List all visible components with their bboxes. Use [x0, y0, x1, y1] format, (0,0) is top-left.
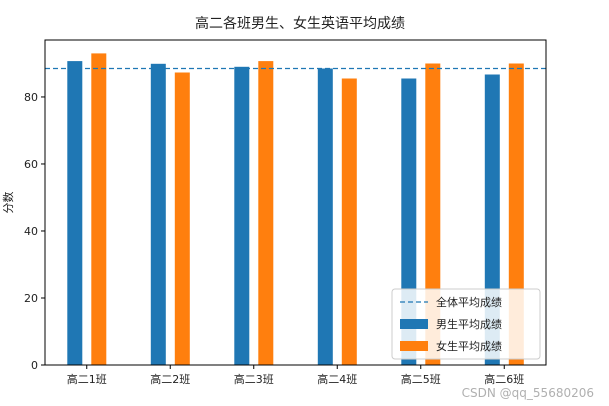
legend-label: 男生平均成绩 — [436, 317, 502, 331]
y-tick-label: 80 — [24, 91, 38, 104]
bar-female-1 — [91, 53, 107, 366]
bar-male-3 — [234, 66, 250, 366]
y-tick-label: 40 — [24, 225, 38, 238]
bar-male-2 — [150, 63, 166, 366]
x-tick-label: 高二1班 — [67, 372, 107, 386]
legend-box — [391, 288, 541, 360]
y-tick-label: 0 — [31, 359, 38, 372]
x-tick-label: 高二6班 — [484, 372, 524, 386]
y-axis: 0 20 40 60 80 — [24, 91, 45, 372]
bar-female-2 — [174, 72, 190, 365]
y-tick-label: 60 — [24, 158, 38, 171]
x-tick-label: 高二5班 — [401, 372, 441, 386]
bar-male-4 — [317, 68, 333, 365]
bar-female-4 — [341, 78, 357, 365]
legend-label: 全体平均成绩 — [436, 295, 502, 309]
x-tick-label: 高二3班 — [234, 372, 274, 386]
x-tick-label: 高二4班 — [317, 372, 357, 386]
bar-female-3 — [258, 61, 274, 365]
plot-frame — [44, 39, 547, 366]
bar-male-1 — [67, 61, 83, 365]
legend-marker — [400, 341, 428, 351]
x-tick-label: 高二2班 — [150, 372, 190, 386]
legend-label: 女生平均成绩 — [436, 339, 502, 353]
watermark: CSDN @qq_55680206 — [462, 386, 594, 400]
y-tick-label: 20 — [24, 292, 38, 305]
y-axis-label: 分数 — [2, 192, 15, 214]
legend-marker — [400, 319, 428, 329]
x-axis: 高二1班 高二2班 高二3班 高二4班 高二5班 高二6班 — [67, 365, 524, 386]
chart-title: 高二各班男生、女生英语平均成绩 — [195, 15, 405, 32]
